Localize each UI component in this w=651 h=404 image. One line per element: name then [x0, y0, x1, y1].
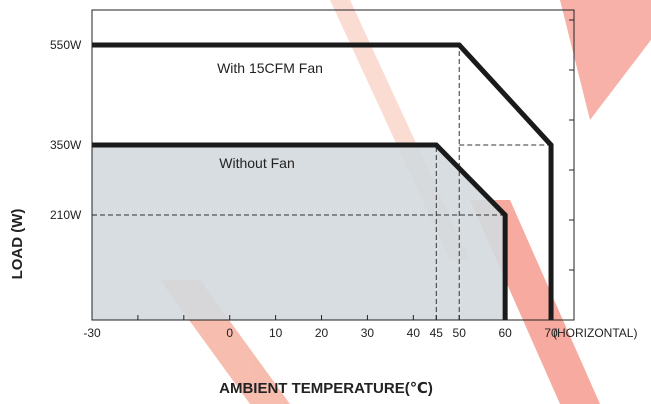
x-tick-label-7: 50	[453, 326, 467, 340]
x-tick-label-3: 20	[315, 326, 329, 340]
x-tick-label-5: 40	[407, 326, 421, 340]
tick-marks	[91, 19, 574, 320]
series-label-with-fan: With 15CFM Fan	[217, 60, 323, 76]
series-lines	[92, 42, 554, 320]
x-tick-label-9: 70	[544, 326, 558, 340]
x-tick-labels: -30 0 10 20 30 40 45 50 60 70	[83, 326, 558, 340]
frame-rect	[91, 9, 575, 321]
x-tick-label-4: 30	[361, 326, 375, 340]
x-tick-label-1: 0	[226, 326, 233, 340]
series-fill-1	[92, 145, 506, 320]
x-axis-title: AMBIENT TEMPERATURE(℃)	[219, 380, 433, 397]
plot-frame	[91, 9, 575, 321]
y-tick-label-1: 350W	[50, 138, 82, 152]
series-line-1	[92, 142, 508, 320]
x-tick-label-8: 60	[498, 326, 512, 340]
x-tick-label-2: 10	[269, 326, 283, 340]
y-tick-labels: 210W 350W 550W	[50, 38, 82, 222]
y-tick-label-2: 550W	[50, 38, 82, 52]
y-tick-label-0: 210W	[50, 208, 82, 222]
fill-regions	[92, 145, 506, 320]
series-label-without-fan: Without Fan	[219, 155, 294, 171]
y-axis-title: LOAD (W)	[9, 209, 26, 280]
series-line-0	[92, 42, 554, 320]
x-tick-label-6: 45	[430, 326, 444, 340]
x-tick-label-0: -30	[83, 326, 101, 340]
guide-lines	[92, 45, 552, 320]
x-suffix-label: (HORIZONTAL)	[553, 326, 637, 340]
